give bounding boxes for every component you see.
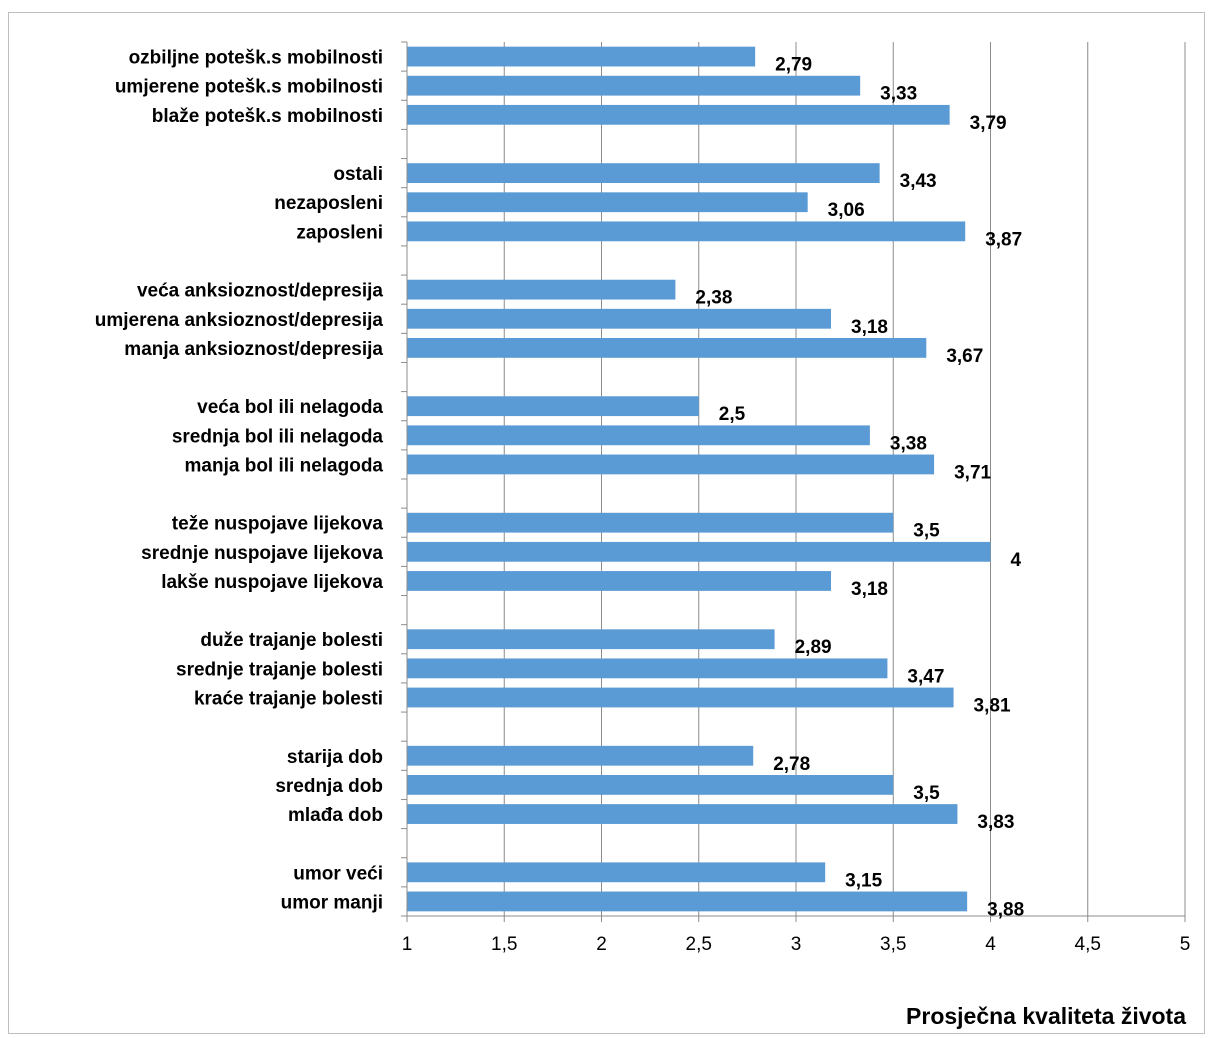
x-tick-label: 5 [1180, 934, 1191, 955]
bar [407, 192, 808, 213]
data-label: 2,38 [695, 288, 732, 309]
data-label: 3,06 [828, 200, 865, 221]
category-label: umor veći [293, 863, 383, 884]
category-label: kraće trajanje bolesti [194, 689, 383, 710]
bar [407, 862, 826, 883]
bar [407, 46, 756, 67]
gridlines [503, 42, 1186, 916]
category-label: ostali [333, 164, 383, 185]
bar [407, 774, 894, 795]
bar [407, 687, 954, 708]
category-label: manja bol ili nelagoda [185, 455, 384, 476]
x-tick-label: 4 [985, 934, 996, 955]
category-label: srednje trajanje bolesti [176, 659, 383, 680]
bar [407, 571, 832, 591]
data-label: 3,83 [977, 812, 1014, 833]
category-label: duže trajanje bolesti [200, 630, 383, 651]
x-tick-label: 3 [791, 934, 802, 955]
data-label: 3,15 [845, 870, 882, 891]
category-label: mlađa dob [288, 805, 383, 826]
data-label: 3,88 [987, 899, 1024, 920]
category-label: srednje nuspojave lijekova [141, 543, 383, 564]
bar [407, 745, 754, 766]
category-label: ozbiljne potešk.s mobilnosti [129, 48, 383, 69]
bar [407, 279, 676, 300]
category-label: starija dob [287, 747, 383, 768]
data-label: 4 [1011, 550, 1022, 571]
x-tick-label: 2 [596, 934, 607, 955]
data-label: 2,89 [795, 637, 832, 658]
data-label: 3,47 [907, 666, 944, 687]
bar [407, 629, 775, 650]
data-label: 3,81 [974, 696, 1011, 717]
data-label: 3,43 [900, 171, 937, 192]
category-label: umjerena anksioznost/depresija [95, 310, 384, 331]
bar [407, 104, 950, 125]
x-tick-label: 2,5 [686, 934, 712, 955]
axes [401, 41, 1186, 922]
data-label: 2,78 [773, 754, 810, 775]
category-label: srednja dob [275, 776, 383, 797]
data-label: 3,67 [946, 346, 983, 367]
bar [407, 163, 880, 184]
category-label: umor manji [281, 892, 383, 913]
category-label: blaže potešk.s mobilnosti [152, 106, 383, 127]
bar [407, 396, 699, 417]
x-axis-title: Prosječna kvaliteta života [906, 1003, 1186, 1029]
data-label: 3,38 [890, 433, 927, 454]
category-label: veća anksioznost/depresija [137, 281, 383, 302]
data-label: 3,18 [851, 317, 888, 338]
data-label: 2,5 [719, 404, 746, 425]
bar [407, 512, 894, 533]
bars [407, 46, 991, 912]
bar [407, 221, 966, 242]
bar [407, 337, 927, 358]
category-label: zaposleni [296, 222, 383, 243]
x-tick-label: 3,5 [880, 934, 906, 955]
bar [407, 541, 991, 562]
category-label: nezaposleni [274, 193, 383, 214]
bar [407, 804, 958, 824]
category-label: umjerene potešk.s mobilnosti [115, 77, 383, 98]
data-label: 2,79 [775, 55, 812, 76]
bar [407, 425, 870, 446]
labels: 1 1,5 2 2,5 3 3,5 4 4,5 5 ozbiljne potešk.s mobil… [95, 48, 1191, 955]
category-label: lakše nuspojave lijekova [161, 572, 383, 593]
category-label: veća bol ili nelagoda [197, 397, 383, 418]
data-label: 3,79 [970, 113, 1007, 134]
bar [407, 308, 832, 329]
data-label: 3,87 [985, 229, 1022, 250]
category-label: manja anksioznost/depresija [124, 339, 383, 360]
category-label: srednja bol ili nelagoda [172, 426, 384, 447]
bar [407, 658, 888, 679]
data-label: 3,18 [851, 579, 888, 600]
data-label: 3,5 [913, 783, 940, 804]
x-tick-label: 1 [402, 934, 413, 955]
bar [407, 75, 861, 96]
x-tick-label: 1,5 [491, 934, 517, 955]
x-tick-label: 4,5 [1075, 934, 1101, 955]
bar [407, 454, 935, 475]
data-label: 3,71 [954, 462, 991, 483]
data-label: 3,5 [913, 521, 940, 542]
data-label: 3,33 [880, 84, 917, 105]
category-label: teže nuspojave lijekova [172, 514, 384, 535]
bar [407, 891, 968, 912]
